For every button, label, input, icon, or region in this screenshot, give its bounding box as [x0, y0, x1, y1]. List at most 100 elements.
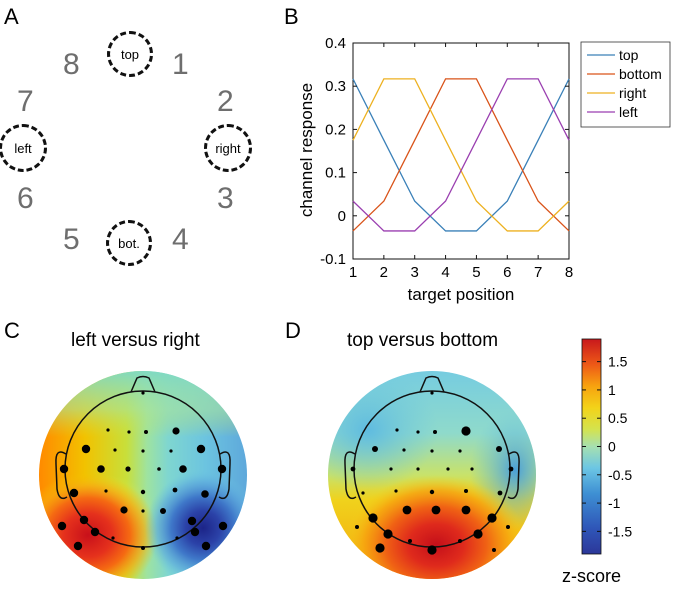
target-bottom: bot.: [106, 220, 152, 266]
electrode-dot: [172, 487, 178, 493]
nose-outline: [419, 375, 445, 393]
target-left: left: [0, 124, 47, 172]
electrode-dot: [160, 508, 166, 514]
x-axis-label: target position: [408, 285, 515, 304]
topomap-top-versus-bottom: [328, 371, 536, 579]
electrode-dot: [141, 509, 145, 513]
x-tick-label: 1: [349, 264, 357, 281]
electrode-dot: [187, 516, 197, 526]
panel-c-letter: C: [4, 318, 20, 343]
electrode-dot: [69, 488, 79, 498]
panel-b-letter: B: [284, 4, 299, 29]
electrode-dot: [141, 391, 145, 395]
electrode-dot: [375, 543, 385, 553]
electrode-dot: [458, 449, 462, 453]
topomap-left-versus-right: [39, 371, 247, 579]
electrode-dot: [508, 466, 514, 472]
electrode-dot: [175, 536, 179, 540]
panel-c-title: left versus right: [71, 330, 200, 351]
electrode-dot: [487, 513, 497, 523]
colorbar-tick-label: 0: [608, 439, 616, 455]
target-top: top: [107, 31, 153, 77]
x-tick-label: 7: [534, 264, 542, 281]
electrode-dot: [201, 490, 209, 498]
electrode-dot: [372, 446, 378, 452]
electrode-dot: [350, 466, 356, 472]
electrode-dot: [57, 521, 67, 531]
electrode-dot: [141, 546, 145, 550]
colorbar-tick-label: -0.5: [608, 467, 632, 483]
electrode-dot: [125, 466, 131, 472]
ring-number-4: 4: [172, 223, 189, 256]
electrode-dot: [464, 489, 468, 493]
electrode-dot: [496, 446, 502, 452]
electrode-dot: [141, 449, 145, 453]
electrode-dot: [144, 430, 148, 434]
x-tick-label: 3: [411, 264, 419, 281]
electrode-dot: [446, 467, 450, 471]
electrode-dot: [492, 548, 496, 552]
electrode-dot: [127, 430, 131, 434]
electrode-dot: [113, 448, 117, 452]
electrode-dot: [433, 430, 437, 434]
electrode-dot: [383, 529, 393, 539]
y-tick-label: 0: [338, 208, 346, 225]
electrode-dot: [190, 527, 200, 537]
ring-number-3: 3: [217, 182, 234, 215]
electrode-dot: [59, 464, 69, 474]
electrode-dot: [416, 430, 420, 434]
panel-d-title: top versus bottom: [347, 330, 499, 351]
ring-number-1: 1: [172, 48, 189, 81]
electrode-dot: [169, 449, 173, 453]
legend-label-top: top: [619, 47, 639, 63]
legend-label-left: left: [619, 104, 638, 120]
electrode-dot: [196, 444, 206, 454]
electrode-dot: [461, 426, 471, 436]
chart-legend: top bottom right left: [580, 41, 671, 128]
ring-number-2: 2: [217, 85, 234, 118]
x-tick-label: 5: [472, 264, 480, 281]
electrode-dot: [217, 464, 227, 474]
panel-a-letter: A: [4, 4, 19, 29]
electrode-dot: [427, 545, 437, 555]
electrode-dot: [497, 490, 503, 496]
series-line-top: [352, 78, 570, 232]
ring-number-7: 7: [17, 85, 34, 118]
electrode-dot: [179, 465, 187, 473]
electrode-dot: [79, 515, 89, 525]
y-tick-label: 0.3: [325, 78, 346, 95]
electrode-dot: [90, 527, 100, 537]
target-right: right: [204, 124, 252, 172]
x-tick-label: 6: [503, 264, 511, 281]
y-axis-label: channel response: [297, 83, 316, 217]
y-tick-label: 0.2: [325, 121, 346, 138]
electrode-dot: [395, 428, 399, 432]
legend-box: [580, 41, 671, 128]
electrode-dot: [389, 467, 393, 471]
electrode-dot: [416, 467, 420, 471]
electrode-dot: [111, 536, 115, 540]
nose-outline: [130, 375, 156, 393]
electrode-dot: [201, 541, 211, 551]
electrode-dot: [458, 539, 462, 543]
electrode-dot: [120, 506, 128, 514]
electrode-dot: [402, 448, 406, 452]
channel-response-chart: 1 2 3 4 5 6 7 8 -0.1 0 0.1 0.2 0.3 0.4 channel respon…: [297, 35, 671, 304]
electrode-dot: [73, 541, 83, 551]
electrode-dot: [81, 444, 91, 454]
electrode-dot: [402, 505, 412, 515]
left-ear-outline: [55, 451, 68, 500]
electrode-dot: [394, 489, 398, 493]
ring-number-5: 5: [63, 223, 80, 256]
electrode-dot: [355, 525, 359, 529]
electrode-dot: [106, 428, 110, 432]
electrode-dot: [430, 391, 434, 395]
ring-number-8: 8: [63, 48, 80, 81]
plot-frame: [352, 42, 570, 260]
legend-label-right: right: [619, 85, 646, 101]
y-tick-label: 0.1: [325, 165, 346, 182]
colorbar-tick-label: -1: [608, 495, 621, 511]
right-ear-outline: [218, 451, 231, 500]
electrode-dot: [140, 489, 146, 495]
